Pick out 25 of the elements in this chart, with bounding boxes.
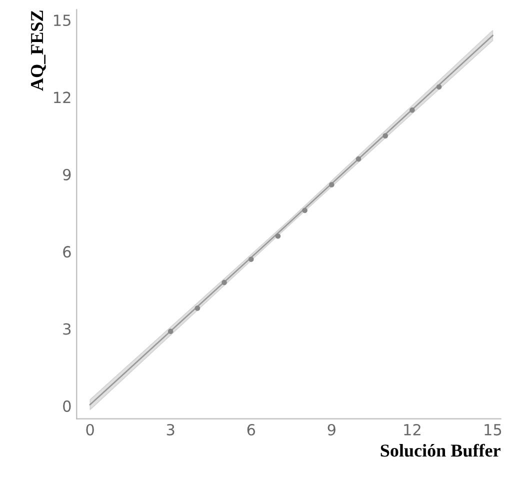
point (410, 107, 415, 113)
y-axis-title: AQ_FESZ (30, 10, 46, 91)
y-tick-label: 15 (54, 14, 70, 26)
point (302, 208, 308, 214)
y-tick-label: 6 (63, 246, 71, 258)
y-tick-label: 3 (63, 323, 71, 335)
y-tick-label: 0 (63, 400, 71, 412)
point (275, 233, 281, 239)
y-tick-label: 9 (63, 168, 71, 180)
point (356, 156, 362, 162)
point (382, 133, 388, 138)
point (168, 328, 174, 334)
point (194, 306, 200, 311)
y-tick-label: 12 (54, 92, 70, 104)
point (436, 84, 442, 90)
point (329, 182, 334, 188)
x-tick-label: 15 (484, 424, 502, 436)
point (222, 280, 227, 286)
point (248, 256, 254, 262)
x-tick-label: 0 (86, 424, 94, 436)
x-tick-label: 9 (328, 424, 336, 436)
x-tick-label: 6 (247, 424, 256, 436)
x-tick-label: 3 (166, 424, 174, 436)
x-axis-title: Solución Buffer (380, 444, 500, 457)
x-tick-label: 12 (404, 424, 420, 436)
